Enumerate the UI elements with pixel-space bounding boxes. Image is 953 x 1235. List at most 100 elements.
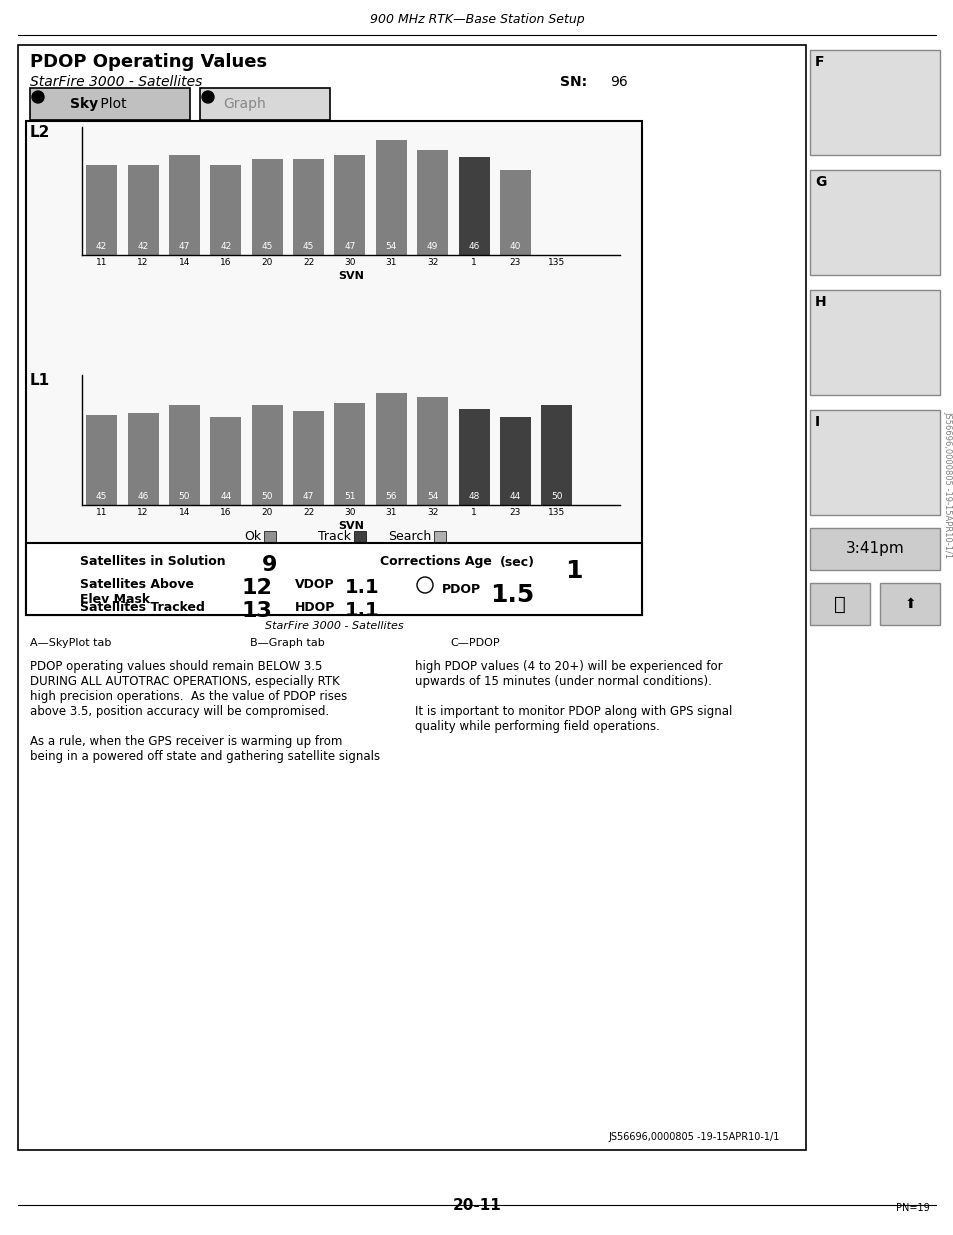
Text: Satellites in Solution: Satellites in Solution	[80, 555, 226, 568]
Text: 1: 1	[471, 258, 476, 267]
Bar	[458, 157, 489, 254]
Text: C—PDOP: C—PDOP	[450, 638, 499, 648]
Bar	[293, 159, 324, 254]
Text: StarFire 3000 - Satellites: StarFire 3000 - Satellites	[30, 75, 202, 89]
Text: PN=19: PN=19	[895, 1203, 929, 1213]
Text: 50: 50	[551, 492, 562, 501]
Bar	[809, 170, 939, 275]
Text: 16: 16	[220, 258, 232, 267]
Bar	[26, 121, 641, 615]
Text: 40: 40	[509, 242, 520, 251]
Text: 49: 49	[427, 242, 438, 251]
Text: 30: 30	[344, 258, 355, 267]
Text: 30: 30	[344, 508, 355, 517]
Text: 56: 56	[385, 492, 396, 501]
Text: 45: 45	[261, 242, 273, 251]
Text: HDOP: HDOP	[294, 601, 335, 614]
Bar	[252, 405, 282, 505]
Text: 51: 51	[344, 492, 355, 501]
Bar	[335, 154, 365, 254]
Text: Sky: Sky	[70, 98, 98, 111]
Circle shape	[416, 577, 433, 593]
Bar	[30, 88, 190, 120]
Text: 44: 44	[220, 492, 232, 501]
Bar	[416, 151, 448, 254]
Text: I: I	[814, 415, 820, 429]
Text: 12: 12	[137, 508, 149, 517]
Bar	[375, 393, 406, 505]
Text: Satellites Above
Elev Mask: Satellites Above Elev Mask	[80, 578, 193, 606]
Bar	[499, 169, 531, 254]
Text: 1.5: 1.5	[490, 583, 534, 606]
Text: StarFire 3000 - Satellites: StarFire 3000 - Satellites	[264, 621, 403, 631]
Text: Satellites Tracked: Satellites Tracked	[80, 601, 205, 614]
Text: 🏠: 🏠	[833, 594, 845, 614]
Text: JS56696,0000805 -19-15APR10-1/1: JS56696,0000805 -19-15APR10-1/1	[943, 411, 951, 558]
Text: VDOP: VDOP	[294, 578, 335, 592]
Bar	[540, 405, 572, 505]
Text: Corrections Age: Corrections Age	[379, 555, 492, 568]
Text: 96: 96	[609, 75, 627, 89]
Bar	[375, 140, 406, 254]
Circle shape	[32, 91, 44, 103]
Text: 14: 14	[178, 508, 190, 517]
Bar	[458, 409, 489, 505]
Text: 20: 20	[261, 258, 273, 267]
Text: 22: 22	[303, 258, 314, 267]
Bar	[18, 44, 805, 1150]
Text: Graph: Graph	[223, 98, 266, 111]
Text: 54: 54	[385, 242, 396, 251]
Bar	[86, 165, 117, 254]
Text: 16: 16	[220, 508, 232, 517]
Bar	[335, 403, 365, 505]
Text: 47: 47	[178, 242, 190, 251]
Text: (sec): (sec)	[499, 556, 535, 569]
Text: 23: 23	[509, 508, 520, 517]
Bar	[210, 417, 241, 505]
Text: Ok: Ok	[244, 531, 261, 543]
Text: 46: 46	[468, 242, 479, 251]
Text: 13: 13	[242, 601, 273, 621]
Text: 47: 47	[302, 492, 314, 501]
Text: 9: 9	[262, 555, 277, 576]
Text: 45: 45	[96, 492, 108, 501]
Text: 135: 135	[548, 258, 565, 267]
Bar	[252, 159, 282, 254]
Bar	[809, 49, 939, 156]
Text: 3:41pm: 3:41pm	[844, 541, 903, 557]
Bar	[169, 405, 200, 505]
Bar	[499, 417, 531, 505]
Text: 1: 1	[471, 508, 476, 517]
Text: SN:: SN:	[559, 75, 586, 89]
Text: B—Graph tab: B—Graph tab	[250, 638, 324, 648]
Bar	[809, 529, 939, 571]
Bar	[26, 543, 641, 615]
Bar	[86, 415, 117, 505]
Text: 48: 48	[468, 492, 479, 501]
Bar	[128, 165, 158, 254]
Text: 42: 42	[220, 242, 232, 251]
Text: 32: 32	[427, 258, 438, 267]
Text: 22: 22	[303, 508, 314, 517]
Text: 42: 42	[96, 242, 107, 251]
Text: 46: 46	[137, 492, 149, 501]
Text: ⬆: ⬆	[903, 597, 915, 611]
Bar	[210, 165, 241, 254]
Text: PDOP operating values should remain BELOW 3.5
DURING ALL AUTOTRAC OPERATIONS, es: PDOP operating values should remain BELO…	[30, 659, 379, 763]
Text: 900 MHz RTK—Base Station Setup: 900 MHz RTK—Base Station Setup	[370, 14, 583, 26]
Bar	[434, 531, 446, 543]
Text: Plot: Plot	[96, 98, 127, 111]
Text: SVN: SVN	[337, 521, 363, 531]
Text: B: B	[205, 94, 211, 100]
Text: A—SkyPlot tab: A—SkyPlot tab	[30, 638, 112, 648]
Bar	[128, 412, 158, 505]
Bar	[416, 396, 448, 505]
Circle shape	[202, 91, 213, 103]
Text: C: C	[421, 580, 428, 590]
Text: 1: 1	[564, 559, 582, 583]
Text: SVN: SVN	[337, 270, 363, 282]
Text: 12: 12	[242, 578, 273, 598]
Text: 14: 14	[178, 258, 190, 267]
Text: 12: 12	[137, 258, 149, 267]
Text: 11: 11	[96, 258, 108, 267]
